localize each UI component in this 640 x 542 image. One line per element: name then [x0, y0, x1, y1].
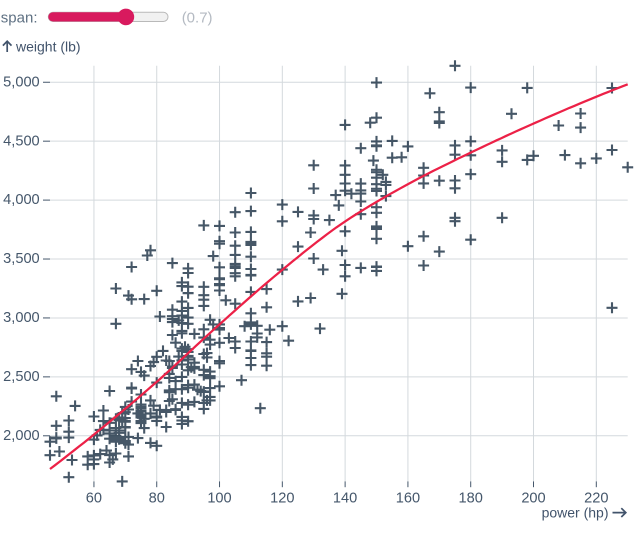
svg-text:2,000: 2,000 — [3, 428, 40, 444]
svg-text:(0.7): (0.7) — [182, 9, 213, 26]
svg-text:60: 60 — [86, 491, 102, 507]
svg-text:weight (lb): weight (lb) — [15, 39, 81, 55]
svg-text:2,500: 2,500 — [3, 369, 40, 385]
svg-text:5,000: 5,000 — [3, 74, 40, 90]
svg-text:4,500: 4,500 — [3, 133, 40, 149]
svg-text:220: 220 — [584, 491, 608, 507]
svg-text:power (hp): power (hp) — [542, 505, 609, 521]
svg-text:3,000: 3,000 — [3, 310, 40, 326]
svg-text:140: 140 — [333, 491, 357, 507]
svg-text:span:: span: — [1, 9, 38, 26]
svg-text:3,500: 3,500 — [3, 251, 40, 267]
svg-text:180: 180 — [459, 491, 483, 507]
svg-text:80: 80 — [149, 491, 165, 507]
svg-text:160: 160 — [396, 491, 420, 507]
svg-text:200: 200 — [521, 491, 545, 507]
svg-text:4,000: 4,000 — [3, 192, 40, 208]
svg-text:100: 100 — [207, 491, 231, 507]
svg-text:120: 120 — [270, 491, 294, 507]
